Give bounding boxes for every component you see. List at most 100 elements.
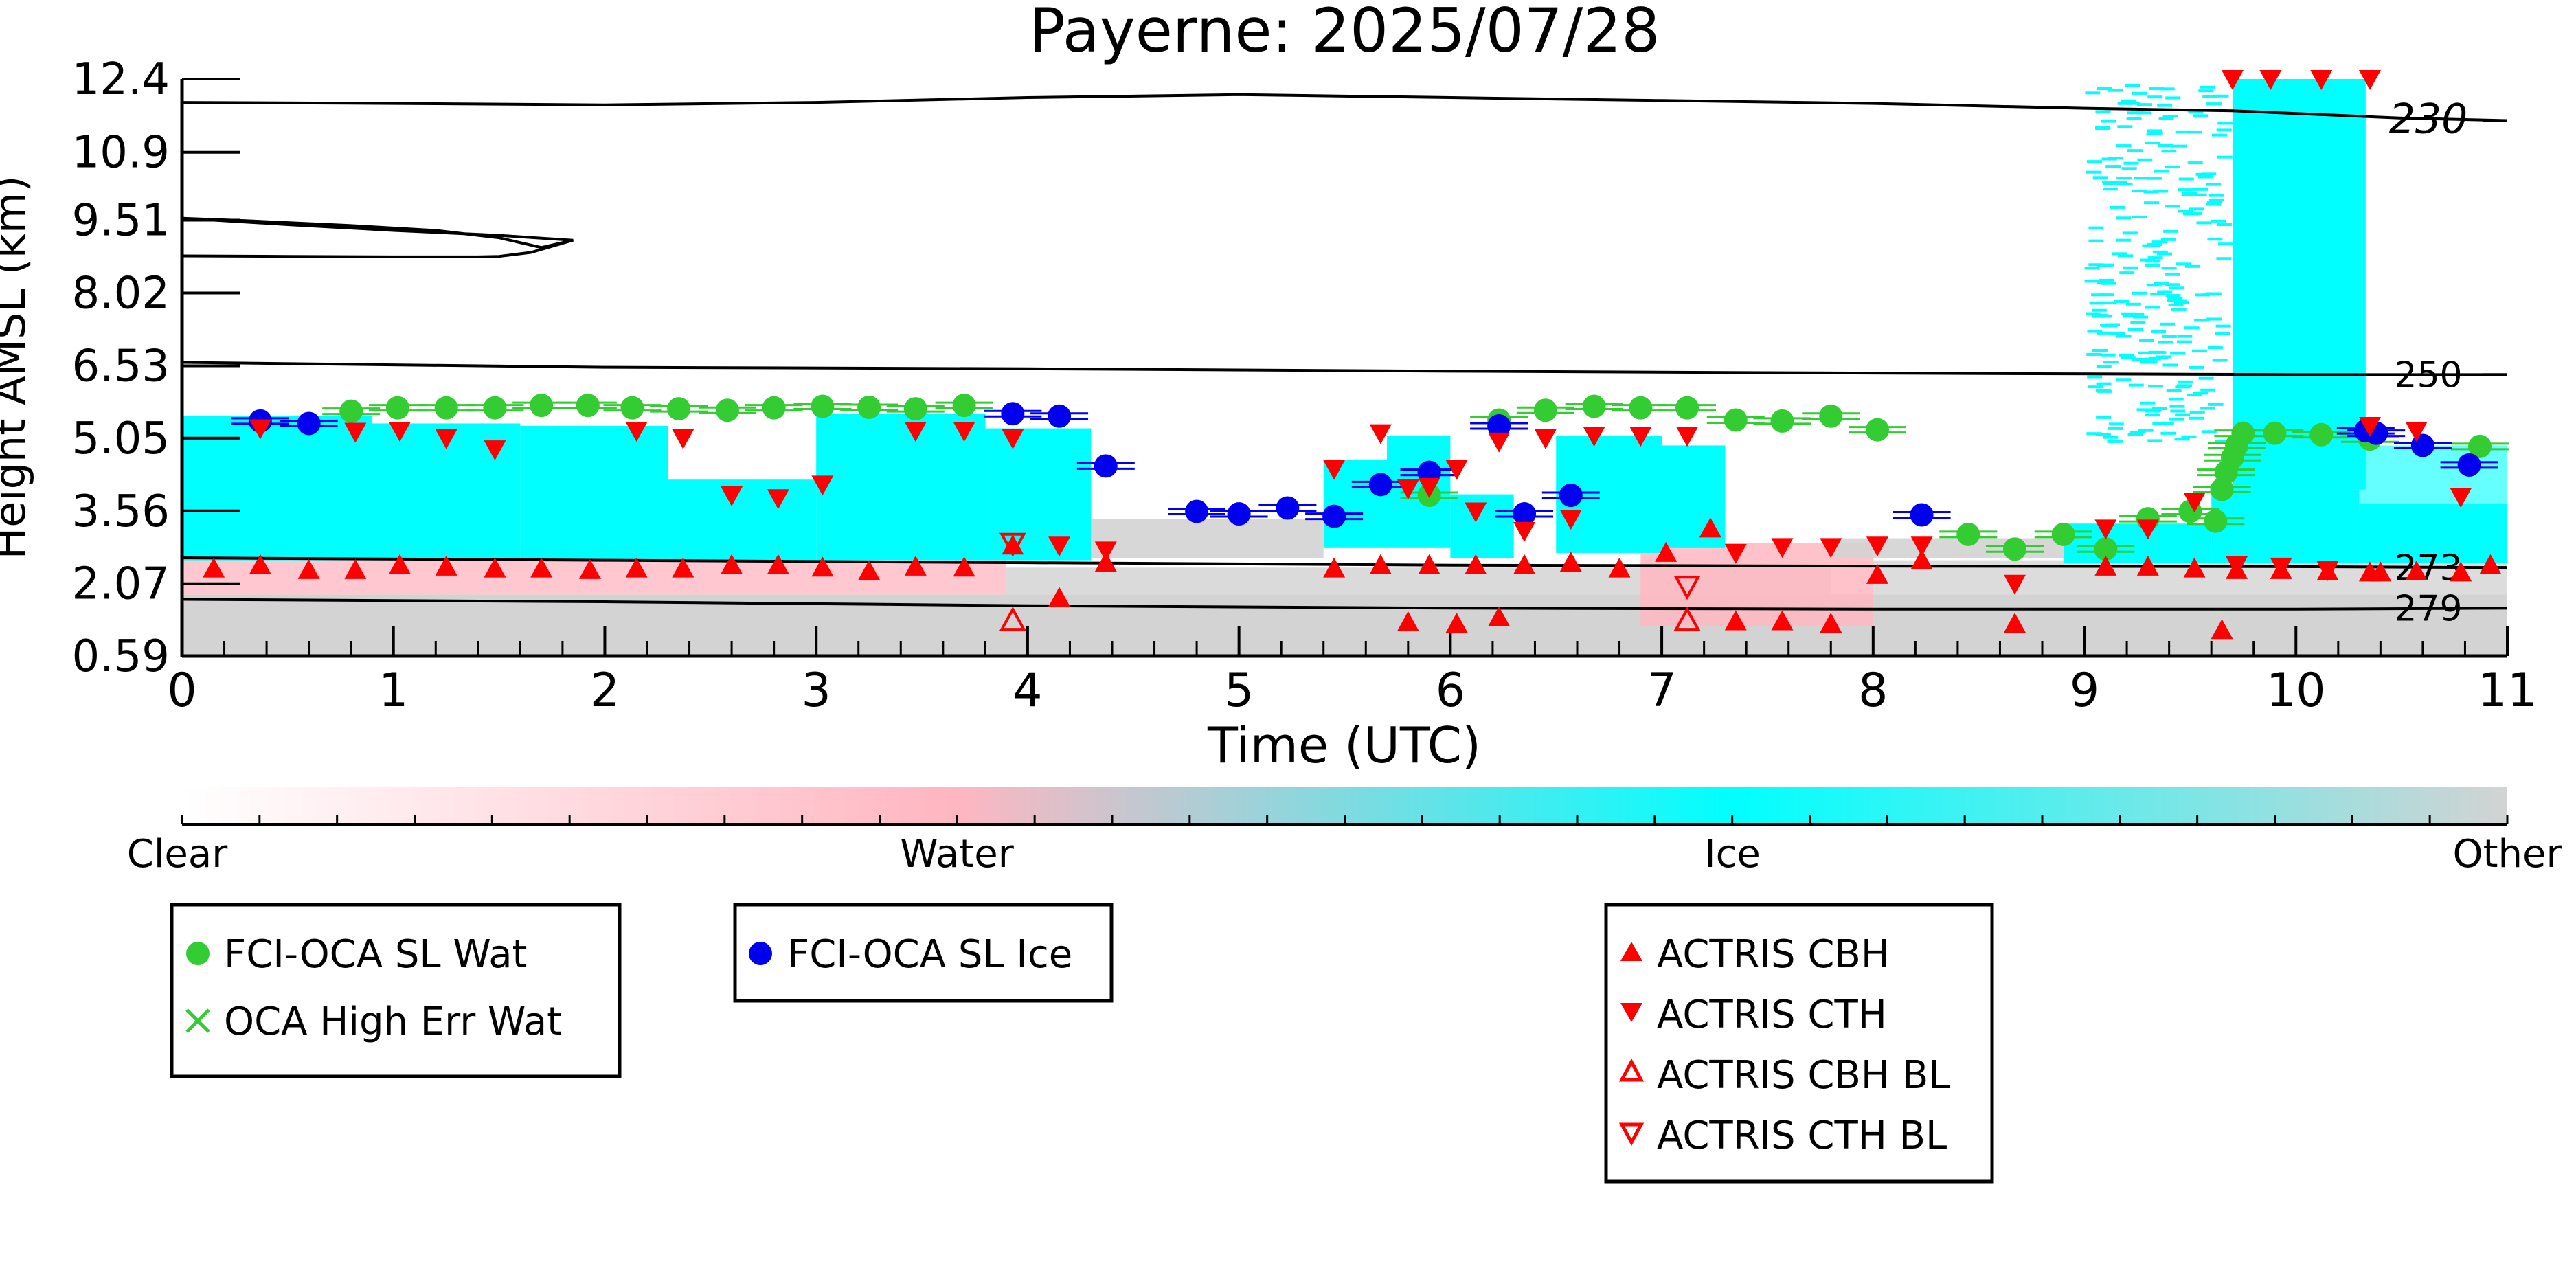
bg-ice-streak <box>2129 431 2145 434</box>
actris-cbh-bl-point <box>1673 606 1701 631</box>
bg-ice-streak <box>2206 102 2222 106</box>
colorbar-label-clear: Clear <box>127 832 228 877</box>
actris-cbh-point <box>953 556 975 577</box>
bg-ice-streak <box>2121 167 2137 170</box>
bg-ice-streak <box>2092 176 2108 179</box>
bg-ice-streak <box>2169 418 2184 421</box>
oca-water-point <box>339 399 363 423</box>
actris-cbh-point <box>1002 534 1024 555</box>
bg-ice-streak <box>2147 256 2163 260</box>
y-tick-label: 8.02 <box>72 269 170 319</box>
actris-cth-point <box>2310 70 2333 90</box>
bg-ice-streak <box>2112 181 2127 184</box>
bg-ice-streak <box>2168 303 2184 306</box>
bg-ice-streak <box>2132 358 2147 361</box>
actris-cth-point <box>672 429 694 449</box>
actris-cth-point <box>1629 427 1652 447</box>
bg-ice-streak <box>2122 231 2138 235</box>
bg-ice-streak <box>2185 264 2201 268</box>
oca-water-point <box>1770 409 1794 433</box>
legend-marker-triangle-down <box>1620 1003 1642 1022</box>
isotherm-line <box>182 361 2507 376</box>
oca-water-point <box>385 396 409 420</box>
bg-ice-streak <box>2158 422 2174 425</box>
bg-ice-streak <box>2145 142 2160 145</box>
actris-cth-point <box>953 422 975 442</box>
bg-ice-streak <box>2218 242 2234 246</box>
bg-ice-streak <box>2147 243 2162 247</box>
bg-ice-streak <box>2145 263 2160 267</box>
bg-ice-streak <box>2213 94 2229 98</box>
bg-ice-streak <box>2100 353 2116 357</box>
isotherm-label: 250 <box>2394 354 2462 396</box>
actris-cth-point <box>2094 519 2117 540</box>
bg-ice-streak <box>2187 161 2203 165</box>
actris-cth-bl-point <box>1673 576 1701 600</box>
actris-cth-point <box>2259 70 2282 90</box>
actris-cth-point <box>1910 536 1933 557</box>
actris-cth-point <box>388 422 411 442</box>
actris-cth-point <box>721 486 743 506</box>
oca-water-point <box>1956 522 1980 546</box>
oca-ice-point <box>2457 453 2481 477</box>
bg-ice-streak <box>2142 360 2158 363</box>
actris-cth-point <box>2136 519 2159 540</box>
actris-cbh-point <box>1418 554 1440 574</box>
actris-cth-point <box>2183 493 2206 513</box>
bg-ice-streak <box>2127 433 2143 436</box>
bg-ice-streak <box>2118 254 2134 258</box>
bg-ice-streak <box>2176 340 2192 343</box>
bg-ice-streak <box>2127 111 2143 115</box>
actris-cth-point <box>344 422 367 443</box>
oca-water-point <box>483 396 507 420</box>
bg-ice-streak <box>2102 324 2118 328</box>
actris-cth-point <box>2270 557 2292 578</box>
bg-ice-column <box>2232 79 2366 490</box>
legend-marker-triangle-up <box>1620 942 1642 961</box>
actris-cbh-point <box>2405 560 2428 580</box>
bg-ice-streak <box>2099 278 2114 282</box>
oca-water-point <box>1533 398 1557 422</box>
bg-ice-streak <box>2119 271 2135 275</box>
bg-ice-streak <box>2174 301 2190 304</box>
bg-ice-streak <box>2191 193 2207 196</box>
y-tick-label: 0.59 <box>72 631 170 682</box>
actris-cbh-point <box>530 557 553 578</box>
legend-label: OCA High Err Wat <box>224 999 562 1044</box>
bg-ice-streak <box>2094 126 2110 129</box>
oca-ice-point <box>1001 402 1025 426</box>
actris-cbh-point <box>1866 563 1888 584</box>
bg-ice-streak <box>2200 85 2215 89</box>
bg-ice-streak <box>2146 284 2162 287</box>
bg-ice-streak <box>2206 317 2222 321</box>
oca-ice-point <box>1185 499 1209 523</box>
oca-water-point <box>762 396 786 420</box>
y-tick-label: 12.4 <box>72 54 170 105</box>
bg-ice-streak <box>2117 102 2133 105</box>
bg-ice-streak <box>2188 111 2204 114</box>
bg-ice-streak <box>2130 321 2146 324</box>
bg-ice-streak <box>2128 383 2144 387</box>
bg-ice-streak <box>2095 110 2111 113</box>
bg-ice-streak <box>2087 375 2103 379</box>
bg-ice-streak <box>2162 363 2178 367</box>
bg-ice-streak <box>2139 258 2155 262</box>
bg-ice-streak <box>2116 335 2132 338</box>
bg-ice-streak <box>2121 99 2136 102</box>
bg-ice-streak <box>2132 315 2148 319</box>
oca-water-point <box>811 394 835 418</box>
bg-ice-streak <box>2095 389 2111 392</box>
actris-cbh-point <box>1445 613 1468 633</box>
actris-cth-point <box>811 475 834 496</box>
bg-ice-streak <box>2157 104 2173 107</box>
bg-ice-streak <box>2175 262 2191 266</box>
bg-ice-streak <box>2165 294 2181 297</box>
bg-ice-streak <box>2107 439 2123 442</box>
actris-cth-point <box>2405 422 2428 442</box>
actris-cth-point <box>1559 510 1582 530</box>
legend-label: FCI-OCA SL Wat <box>224 932 528 977</box>
bg-ice-streak <box>2084 280 2100 283</box>
bg-ice-streak <box>2165 273 2181 276</box>
bg-ice-streak <box>2102 188 2118 191</box>
bg-ice-streak <box>2136 111 2152 115</box>
